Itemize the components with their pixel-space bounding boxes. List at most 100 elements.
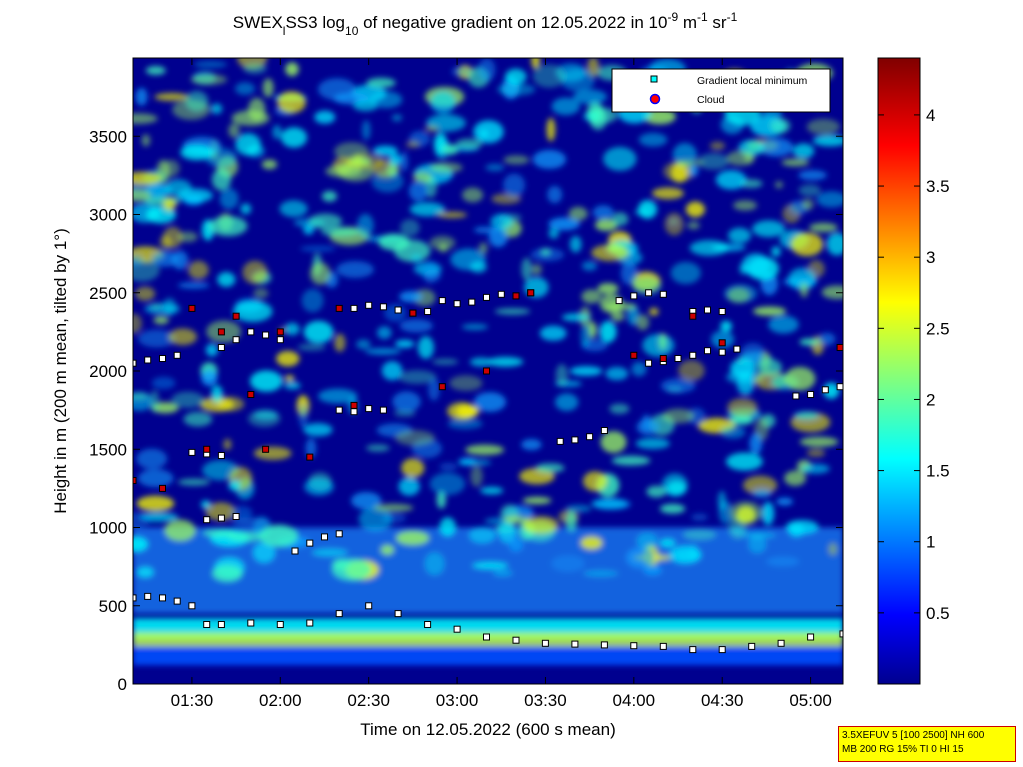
heatmap-blob bbox=[682, 529, 717, 541]
colorbar-tick-label: 3.5 bbox=[926, 177, 950, 196]
heatmap-blob bbox=[729, 501, 763, 525]
gradient-minimum-marker bbox=[689, 646, 697, 654]
gradient-minimum-marker bbox=[630, 642, 638, 650]
heatmap-blob bbox=[799, 436, 839, 447]
cloud-marker bbox=[335, 304, 343, 312]
heatmap-blob bbox=[771, 246, 781, 257]
gradient-minimum-marker bbox=[276, 621, 284, 628]
heatmap-blob bbox=[461, 323, 489, 331]
heatmap-blob bbox=[497, 83, 536, 96]
heatmap-blob bbox=[190, 74, 228, 85]
heatmap-blob bbox=[436, 211, 468, 219]
heatmap-blob bbox=[627, 304, 640, 326]
heatmap-blob bbox=[455, 138, 483, 149]
heatmap-blob bbox=[470, 465, 483, 487]
heatmap-blob bbox=[284, 381, 301, 390]
heatmap-blob bbox=[284, 375, 295, 382]
heatmap-blob bbox=[687, 221, 700, 230]
heatmap-blob bbox=[351, 492, 382, 510]
heatmap-blob bbox=[801, 198, 814, 211]
gradient-minimum-marker bbox=[365, 602, 373, 610]
gradient-minimum-marker bbox=[276, 336, 284, 344]
heatmap-blob bbox=[581, 261, 598, 271]
heatmap-blob bbox=[685, 201, 706, 218]
gradient-minimum-marker bbox=[541, 639, 549, 647]
heatmap-blob bbox=[177, 478, 211, 486]
gradient-minimum-marker bbox=[645, 359, 653, 367]
heatmap-blob bbox=[400, 151, 409, 172]
heatmap-blob bbox=[781, 158, 810, 167]
heatmap-blob bbox=[659, 538, 676, 548]
heatmap-blob bbox=[253, 287, 269, 299]
heatmap-blob bbox=[768, 315, 799, 334]
heatmap-blob bbox=[503, 155, 530, 165]
gradient-minimum-marker bbox=[718, 308, 726, 315]
cloud-marker bbox=[718, 339, 726, 347]
heatmap-blob bbox=[659, 503, 686, 514]
heatmap-blob bbox=[492, 569, 513, 577]
heatmap-blob bbox=[462, 187, 484, 203]
heatmap-blob bbox=[548, 227, 559, 239]
y-tick-label: 500 bbox=[99, 597, 127, 616]
heatmap-blob bbox=[551, 97, 580, 116]
heatmap-blob bbox=[638, 200, 658, 219]
heatmap-blob bbox=[573, 89, 608, 105]
heatmap-blob bbox=[548, 217, 580, 231]
heatmap-blob bbox=[485, 163, 505, 172]
heatmap-blob bbox=[540, 248, 552, 256]
heatmap-blob bbox=[546, 117, 556, 142]
heatmap-blob bbox=[300, 245, 336, 252]
cloud-marker bbox=[836, 344, 843, 351]
heatmap-blob bbox=[798, 184, 821, 197]
chart-title: SWEXlSS3 log10 of negative gradient on 1… bbox=[233, 10, 738, 38]
heatmap-blob bbox=[709, 141, 726, 151]
gradient-minimum-marker bbox=[203, 516, 211, 524]
heatmap-blob bbox=[168, 328, 198, 346]
gradient-minimum-marker bbox=[232, 513, 240, 520]
heatmap-blob bbox=[726, 150, 755, 166]
heatmap-blob bbox=[357, 213, 374, 238]
gradient-minimum-marker bbox=[483, 293, 490, 301]
heatmap-blob bbox=[358, 507, 393, 531]
heatmap-blob bbox=[531, 264, 542, 275]
heatmap-blob bbox=[635, 437, 670, 450]
heatmap-blob bbox=[409, 202, 446, 217]
heatmap-blob bbox=[285, 62, 299, 77]
heatmap-blob bbox=[625, 547, 655, 569]
colorbar-tick-label: 1 bbox=[926, 533, 935, 552]
gradient-minimum-marker bbox=[556, 437, 564, 445]
heatmap-blob bbox=[429, 472, 466, 496]
gradient-minimum-marker bbox=[350, 304, 358, 312]
x-tick-label: 03:00 bbox=[436, 691, 479, 710]
gradient-minimum-marker bbox=[571, 436, 579, 444]
gradient-minimum-marker bbox=[674, 355, 682, 362]
heatmap-blob bbox=[185, 90, 209, 112]
heatmap-blob bbox=[691, 513, 708, 521]
heatmap-blob bbox=[284, 322, 300, 336]
heatmap-blob bbox=[727, 287, 750, 303]
heatmap-blob bbox=[378, 233, 410, 251]
heatmap-blob bbox=[171, 391, 205, 408]
heatmap-blob bbox=[784, 366, 816, 391]
cloud-marker bbox=[438, 383, 446, 391]
heatmap-blob bbox=[798, 170, 827, 181]
gradient-minimum-marker bbox=[807, 391, 815, 398]
gradient-minimum-marker bbox=[144, 592, 152, 600]
heatmap-blob bbox=[569, 366, 603, 376]
heatmap-blob bbox=[793, 411, 820, 420]
gradient-minimum-marker bbox=[394, 610, 402, 618]
heatmap-blob bbox=[373, 145, 398, 157]
cloud-marker bbox=[483, 367, 490, 375]
heatmap-blob bbox=[310, 262, 331, 285]
heatmap-blob bbox=[205, 343, 218, 357]
heatmap-blob bbox=[133, 536, 148, 552]
heatmap-blob bbox=[646, 485, 667, 498]
heatmap-blob bbox=[133, 171, 162, 186]
heatmap-blob bbox=[473, 392, 507, 412]
heatmap-blob bbox=[522, 516, 559, 534]
gradient-minimum-marker bbox=[836, 383, 843, 391]
heatmap-blob bbox=[232, 300, 273, 322]
heatmap-blob bbox=[304, 477, 334, 496]
heatmap-blob bbox=[145, 66, 166, 75]
